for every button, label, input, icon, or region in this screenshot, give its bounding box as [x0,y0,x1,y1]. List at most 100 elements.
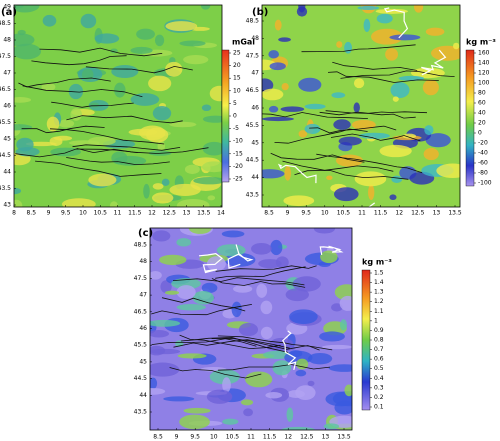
anomaly-blob [171,278,201,290]
x-tick-label: 8.5 [264,210,274,217]
y-tick-label: 49 [3,4,11,11]
y-tick-label: 47.5 [134,275,148,282]
anomaly-blob [357,5,380,10]
panel: (c)8.5 9 9.5 10 10.5 11 11.5 12 12.5 13 13.548.548… [134,227,392,441]
fault-line [51,101,134,108]
fault-line [211,337,320,351]
y-tick-label: 43.5 [0,185,11,192]
anomaly-blob [344,384,352,397]
anomaly-blob [298,130,308,138]
colorbar-tick-label: -15 [233,150,243,157]
fault-line [180,336,289,353]
anomaly-blob [339,295,352,311]
anomaly-blob [165,61,183,77]
anomaly-blob [221,230,245,238]
colorbar-tick-label: -10 [233,138,243,145]
anomaly-blob [333,119,351,130]
fault-line [340,70,455,79]
anomaly-blob [389,194,397,201]
x-tick-label: 10 [79,210,87,217]
anomaly-blob [256,283,268,298]
anomaly-blob [150,377,158,390]
colorbar-tick-label: 0 [478,130,482,137]
y-tick-label: 46 [3,103,11,110]
anomaly-blob [80,13,97,29]
anomaly-blob [313,228,336,234]
colorbar-tick-label: 1.5 [374,270,384,277]
anomaly-blob [320,250,338,264]
fault-line [325,110,428,114]
fault-line [39,47,163,57]
anomaly-blob [268,105,279,113]
anomaly-blob [328,364,352,372]
anomaly-blob [94,33,120,44]
x-tick-label: 13.5 [337,434,351,441]
colorbar-tick-label: 15 [233,75,241,82]
anomaly-blob [58,119,75,128]
anomaly-blob [260,300,273,315]
x-tick-label: 12.5 [300,434,314,441]
anomaly-blob [202,115,222,123]
anomaly-blob [358,132,390,139]
anomaly-blob [150,362,180,377]
anomaly-blob [423,147,439,161]
x-tick-label: 13 [183,210,191,217]
anomaly-blob [14,97,32,103]
anomaly-blob [192,290,214,305]
x-tick-label: 12 [284,434,292,441]
anomaly-blob [339,319,347,331]
anomaly-blob [150,330,170,338]
anomaly-blob [430,45,460,61]
anomaly-blob [165,21,198,32]
anomaly-blob [14,5,40,13]
x-tick-label: 8 [12,210,16,217]
anomaly-blob [14,187,22,195]
fault-line [215,266,306,279]
anomaly-blob [69,140,100,146]
anomaly-blob [281,82,289,91]
anomaly-blob [379,144,412,158]
anomaly-blob [331,303,343,312]
colorbar-tick-label: 140 [478,60,490,67]
colorbar-tick-label: -5 [233,125,239,132]
y-tick-label: 45 [3,136,11,143]
anomaly-blob [150,388,166,395]
fault-line [85,65,193,74]
y-tick-label: 46 [251,105,259,112]
colorbar-tick-label: 1 [374,317,378,324]
anomaly-blob [201,282,218,293]
colorbar-tick-label: 1.4 [374,279,384,286]
anomaly-blob [363,18,371,32]
colorbar-tick-label: 0.4 [374,375,384,382]
anomaly-blob [295,385,316,401]
fault-line [282,160,394,172]
fault-line [327,71,439,83]
y-tick-label: 45.5 [134,342,148,349]
colorbar-tick-label: -80 [478,170,488,177]
anomaly-blob [260,326,273,340]
colorbar [465,49,475,187]
anomaly-blob [331,92,346,99]
anomaly-blob [207,195,216,201]
anomaly-blob [206,389,233,404]
anomaly-blob [296,358,309,370]
anomaly-blob [263,350,292,359]
anomaly-blob [344,41,352,54]
y-tick-label: 48 [139,258,147,265]
anomaly-blob [402,133,417,139]
colorbar-tick-label: 100 [478,80,490,87]
x-tick-label: 9.5 [61,210,71,217]
anomaly-blob [375,8,408,14]
anomaly-blob [304,123,321,135]
colorbar-tick-label: 0.1 [374,404,384,411]
anomaly-blob [424,125,434,136]
colorbar-unit: kg m⁻³ [362,258,392,267]
anomaly-blob [321,344,352,350]
anomaly-blob [209,85,222,102]
y-tick-label: 44.5 [0,152,11,159]
anomaly-blob [169,121,197,128]
fault-line [35,160,162,177]
anomaly-blob [61,198,96,207]
x-tick-label: 11.5 [263,434,277,441]
